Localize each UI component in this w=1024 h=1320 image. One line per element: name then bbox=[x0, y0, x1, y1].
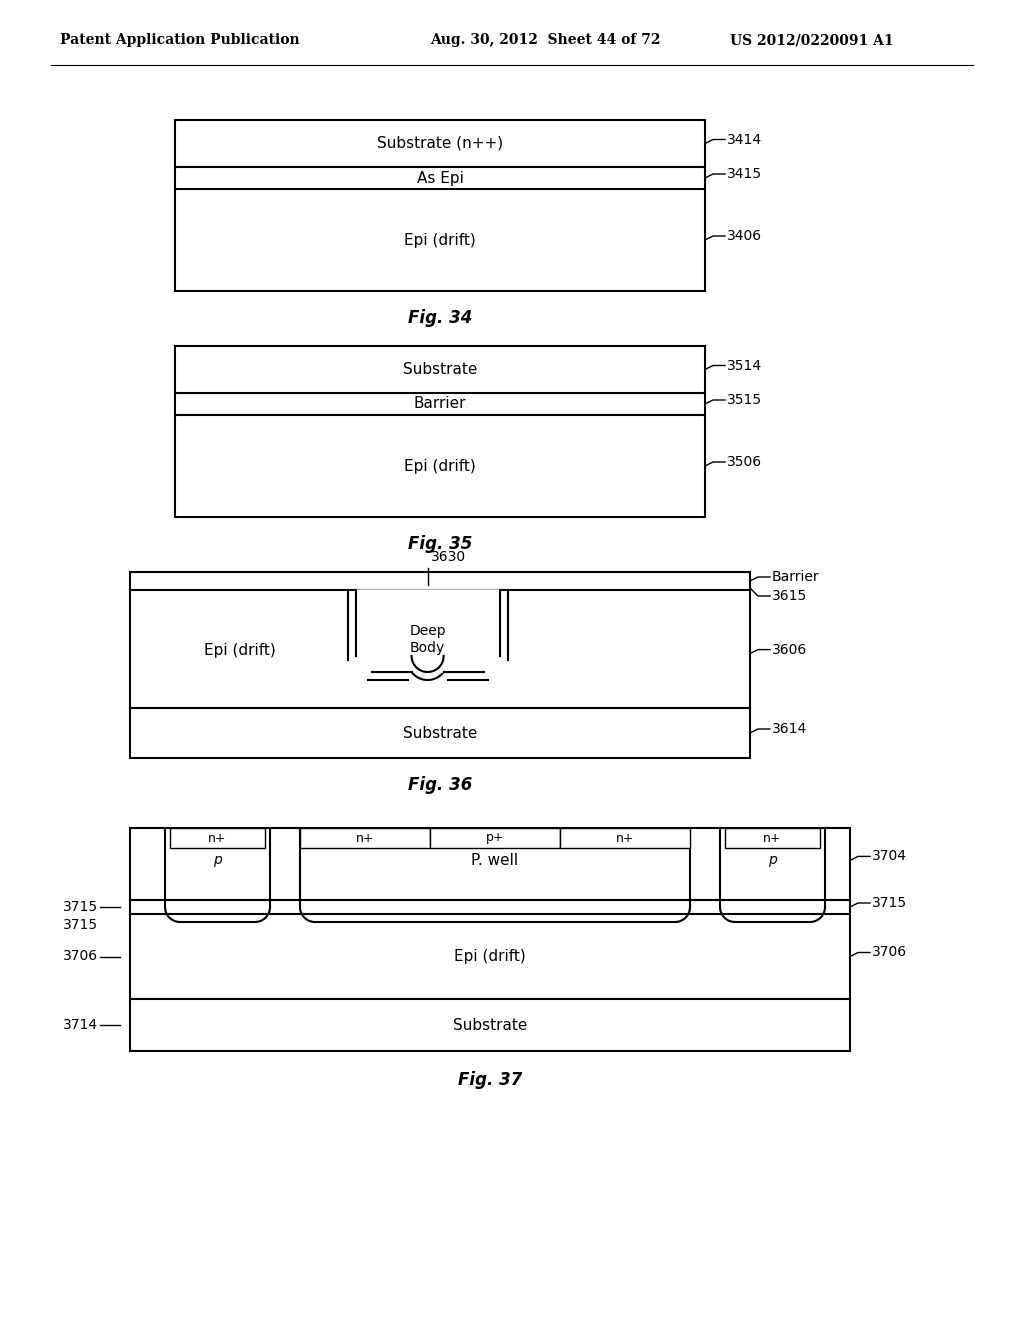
Text: Fig. 37: Fig. 37 bbox=[458, 1071, 522, 1089]
Text: 3704: 3704 bbox=[872, 849, 907, 863]
Text: 3506: 3506 bbox=[727, 455, 762, 469]
Bar bbox=[170, 828, 265, 847]
Bar bbox=[430, 828, 560, 847]
Bar bbox=[175, 120, 705, 290]
Text: 3414: 3414 bbox=[727, 132, 762, 147]
Text: n+: n+ bbox=[355, 832, 374, 845]
Bar bbox=[130, 572, 750, 758]
Text: n+: n+ bbox=[615, 832, 634, 845]
Bar bbox=[175, 346, 705, 517]
Text: Substrate: Substrate bbox=[453, 1018, 527, 1032]
Text: 3630: 3630 bbox=[431, 550, 466, 564]
Text: 3406: 3406 bbox=[727, 228, 762, 243]
Text: 3606: 3606 bbox=[772, 643, 807, 656]
Text: Aug. 30, 2012  Sheet 44 of 72: Aug. 30, 2012 Sheet 44 of 72 bbox=[430, 33, 660, 48]
Text: 3715: 3715 bbox=[872, 896, 907, 909]
Text: 3715: 3715 bbox=[62, 900, 98, 913]
Text: Epi (drift): Epi (drift) bbox=[454, 949, 526, 964]
Text: Epi (drift): Epi (drift) bbox=[404, 232, 476, 248]
Text: Barrier: Barrier bbox=[772, 570, 819, 583]
Text: Fig. 35: Fig. 35 bbox=[408, 535, 472, 553]
Bar bbox=[130, 828, 850, 1051]
Text: p: p bbox=[768, 854, 777, 867]
Text: 3706: 3706 bbox=[62, 949, 98, 964]
Text: Substrate: Substrate bbox=[402, 726, 477, 741]
Text: 3614: 3614 bbox=[772, 722, 807, 737]
Text: 3515: 3515 bbox=[727, 393, 762, 407]
Text: Patent Application Publication: Patent Application Publication bbox=[60, 33, 300, 48]
Bar bbox=[560, 828, 690, 847]
Text: P. well: P. well bbox=[471, 853, 518, 869]
Text: Fig. 34: Fig. 34 bbox=[408, 309, 472, 327]
Text: 3615: 3615 bbox=[772, 589, 807, 603]
Text: Deep
Body: Deep Body bbox=[410, 624, 445, 655]
Polygon shape bbox=[355, 590, 500, 672]
Text: Epi (drift): Epi (drift) bbox=[204, 643, 275, 657]
Text: p+: p+ bbox=[485, 832, 504, 845]
Text: 3714: 3714 bbox=[62, 1018, 98, 1032]
Bar bbox=[725, 828, 820, 847]
Text: 3514: 3514 bbox=[727, 359, 762, 372]
Text: Epi (drift): Epi (drift) bbox=[404, 458, 476, 474]
Text: As Epi: As Epi bbox=[417, 170, 464, 186]
Text: Fig. 36: Fig. 36 bbox=[408, 776, 472, 795]
Text: Barrier: Barrier bbox=[414, 396, 466, 412]
Text: Substrate (n++): Substrate (n++) bbox=[377, 136, 503, 150]
Text: p: p bbox=[213, 854, 222, 867]
Text: n+: n+ bbox=[208, 832, 226, 845]
Text: 3715: 3715 bbox=[62, 917, 98, 932]
Bar bbox=[300, 828, 430, 847]
Text: n+: n+ bbox=[763, 832, 781, 845]
Text: US 2012/0220091 A1: US 2012/0220091 A1 bbox=[730, 33, 894, 48]
Text: Substrate: Substrate bbox=[402, 362, 477, 378]
Text: 3706: 3706 bbox=[872, 945, 907, 960]
Text: 3415: 3415 bbox=[727, 168, 762, 181]
